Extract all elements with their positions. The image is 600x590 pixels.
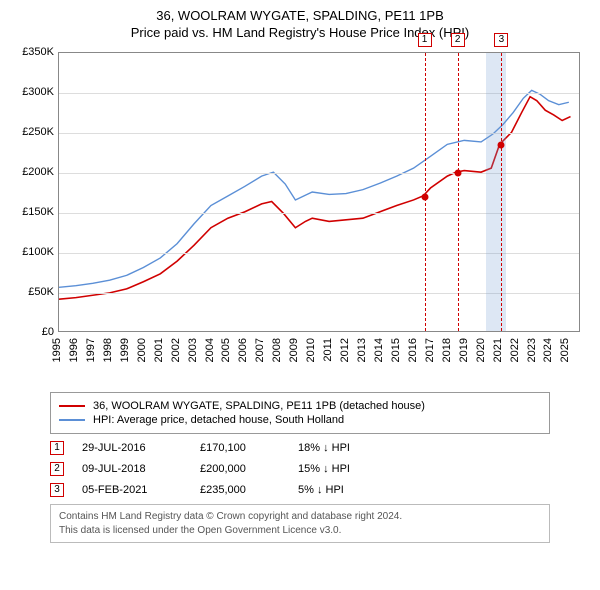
x-tick-label: 2015 bbox=[390, 338, 404, 362]
y-tick-label: £350K bbox=[10, 46, 54, 58]
x-tick-label: 2019 bbox=[458, 338, 472, 362]
event-marker-box: 2 bbox=[451, 33, 465, 47]
plot-area: 123 bbox=[58, 52, 580, 332]
x-tick-label: 2024 bbox=[542, 338, 556, 362]
event-row: 3 05-FEB-2021 £235,000 5% ↓ HPI bbox=[50, 483, 550, 497]
event-vline bbox=[458, 53, 459, 331]
event-row: 1 29-JUL-2016 £170,100 18% ↓ HPI bbox=[50, 441, 550, 455]
event-vline bbox=[501, 53, 502, 331]
sale-point bbox=[454, 170, 461, 177]
x-tick-label: 2009 bbox=[288, 338, 302, 362]
x-tick-label: 2008 bbox=[271, 338, 285, 362]
event-delta: 15% ↓ HPI bbox=[298, 463, 398, 475]
y-tick-label: £100K bbox=[10, 246, 54, 258]
event-marker-box: 3 bbox=[494, 33, 508, 47]
chart-title: 36, WOOLRAM WYGATE, SPALDING, PE11 1PB bbox=[10, 8, 590, 23]
y-tick-label: £300K bbox=[10, 86, 54, 98]
x-tick-label: 1997 bbox=[85, 338, 99, 362]
footer-line-1: Contains HM Land Registry data © Crown c… bbox=[59, 510, 541, 524]
x-tick-label: 2004 bbox=[204, 338, 218, 362]
x-tick-label: 2023 bbox=[526, 338, 540, 362]
shaded-band bbox=[486, 53, 506, 331]
x-tick-label: 2005 bbox=[220, 338, 234, 362]
legend-row: 36, WOOLRAM WYGATE, SPALDING, PE11 1PB (… bbox=[59, 400, 541, 412]
x-tick-label: 2017 bbox=[424, 338, 438, 362]
footer-line-2: This data is licensed under the Open Gov… bbox=[59, 524, 541, 538]
x-tick-label: 2006 bbox=[237, 338, 251, 362]
event-delta: 18% ↓ HPI bbox=[298, 442, 398, 454]
legend-swatch bbox=[59, 405, 85, 407]
y-tick-label: £0 bbox=[10, 326, 54, 338]
x-tick-label: 2020 bbox=[475, 338, 489, 362]
footer-box: Contains HM Land Registry data © Crown c… bbox=[50, 504, 550, 543]
event-number-box: 1 bbox=[50, 441, 64, 455]
x-tick-label: 2016 bbox=[407, 338, 421, 362]
event-date: 05-FEB-2021 bbox=[82, 484, 182, 496]
legend-box: 36, WOOLRAM WYGATE, SPALDING, PE11 1PB (… bbox=[50, 392, 550, 434]
legend-row: HPI: Average price, detached house, Sout… bbox=[59, 414, 541, 426]
sale-point bbox=[498, 142, 505, 149]
x-tick-label: 2000 bbox=[136, 338, 150, 362]
x-tick-label: 2022 bbox=[509, 338, 523, 362]
x-tick-label: 2003 bbox=[187, 338, 201, 362]
event-price: £170,100 bbox=[200, 442, 280, 454]
event-number-box: 3 bbox=[50, 483, 64, 497]
y-tick-label: £200K bbox=[10, 166, 54, 178]
event-price: £200,000 bbox=[200, 463, 280, 475]
event-vline bbox=[425, 53, 426, 331]
x-tick-label: 2012 bbox=[339, 338, 353, 362]
chart-area: 123 £0 £50K £100K £150K £200K £250K £300K £350K… bbox=[10, 46, 590, 386]
legend-label: 36, WOOLRAM WYGATE, SPALDING, PE11 1PB (… bbox=[93, 400, 425, 412]
x-tick-label: 2007 bbox=[254, 338, 268, 362]
event-marker-box: 1 bbox=[418, 33, 432, 47]
x-tick-label: 2025 bbox=[559, 338, 573, 362]
x-tick-label: 2010 bbox=[305, 338, 319, 362]
event-number-box: 2 bbox=[50, 462, 64, 476]
y-tick-label: £250K bbox=[10, 126, 54, 138]
x-tick-label: 1996 bbox=[68, 338, 82, 362]
x-tick-label: 2014 bbox=[373, 338, 387, 362]
x-tick-label: 2011 bbox=[322, 338, 336, 362]
x-tick-label: 2018 bbox=[441, 338, 455, 362]
legend-swatch bbox=[59, 419, 85, 421]
x-tick-label: 2002 bbox=[170, 338, 184, 362]
x-tick-label: 2001 bbox=[153, 338, 167, 362]
event-delta: 5% ↓ HPI bbox=[298, 484, 398, 496]
y-tick-label: £50K bbox=[10, 286, 54, 298]
events-table: 1 29-JUL-2016 £170,100 18% ↓ HPI 2 09-JUL-201… bbox=[50, 441, 550, 497]
x-tick-label: 2013 bbox=[356, 338, 370, 362]
event-row: 2 09-JUL-2018 £200,000 15% ↓ HPI bbox=[50, 462, 550, 476]
x-tick-label: 1999 bbox=[119, 338, 133, 362]
event-date: 29-JUL-2016 bbox=[82, 442, 182, 454]
y-tick-label: £150K bbox=[10, 206, 54, 218]
event-date: 09-JUL-2018 bbox=[82, 463, 182, 475]
x-tick-label: 2021 bbox=[492, 338, 506, 362]
legend-label: HPI: Average price, detached house, Sout… bbox=[93, 414, 344, 426]
x-tick-label: 1998 bbox=[102, 338, 116, 362]
event-price: £235,000 bbox=[200, 484, 280, 496]
x-tick-label: 1995 bbox=[51, 338, 65, 362]
chart-container: 36, WOOLRAM WYGATE, SPALDING, PE11 1PB P… bbox=[0, 0, 600, 549]
sale-point bbox=[421, 193, 428, 200]
